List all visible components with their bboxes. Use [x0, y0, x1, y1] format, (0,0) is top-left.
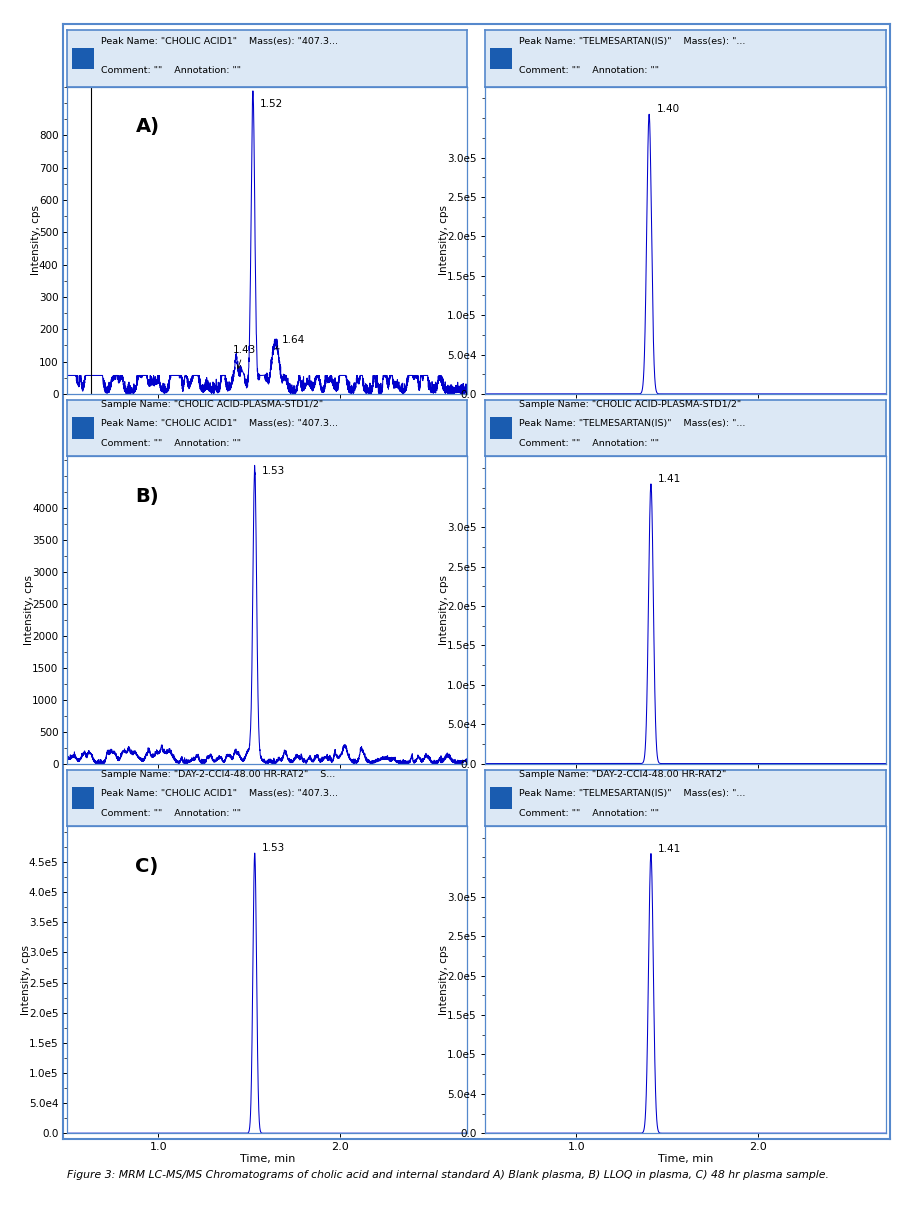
Y-axis label: Intensity, cps: Intensity, cps — [439, 574, 449, 645]
Y-axis label: Intensity, cps: Intensity, cps — [439, 205, 449, 275]
Text: A): A) — [136, 118, 159, 137]
Y-axis label: Intensity, cps: Intensity, cps — [439, 944, 449, 1014]
X-axis label: Time, min: Time, min — [658, 415, 713, 424]
Y-axis label: Intensity, cps: Intensity, cps — [24, 574, 34, 645]
Text: 1.41: 1.41 — [658, 844, 681, 853]
Text: Figure 3: MRM LC-MS/MS Chromatograms of cholic acid and internal standard A) Bla: Figure 3: MRM LC-MS/MS Chromatograms of … — [67, 1170, 830, 1179]
Text: 1.41: 1.41 — [658, 474, 681, 484]
Text: Comment: ""    Annotation: "": Comment: "" Annotation: "" — [520, 439, 660, 448]
Text: Peak Name: "CHOLIC ACID1"    Mass(es): "407.3...: Peak Name: "CHOLIC ACID1" Mass(es): "407… — [102, 419, 338, 428]
Bar — [72, 417, 94, 439]
X-axis label: Time, min: Time, min — [240, 784, 295, 794]
Text: Comment: ""    Annotation: "": Comment: "" Annotation: "" — [102, 439, 242, 448]
Text: Sample Name: "CHOLIC ACID-PLASMA-STD1/2": Sample Name: "CHOLIC ACID-PLASMA-STD1/2" — [102, 400, 324, 408]
Text: 1.64: 1.64 — [276, 335, 306, 349]
Bar — [72, 787, 94, 808]
Text: Peak Name: "CHOLIC ACID1"    Mass(es): "407.3...: Peak Name: "CHOLIC ACID1" Mass(es): "407… — [102, 789, 338, 797]
Text: Peak Name: "TELMESARTAN(IS)"    Mass(es): "...: Peak Name: "TELMESARTAN(IS)" Mass(es): "… — [520, 789, 746, 797]
Y-axis label: Intensity, cps: Intensity, cps — [21, 944, 31, 1014]
Text: Comment: ""    Annotation: "": Comment: "" Annotation: "" — [520, 67, 660, 75]
Bar — [490, 417, 512, 439]
Bar — [72, 47, 94, 69]
Text: Peak Name: "TELMESARTAN(IS)"    Mass(es): "...: Peak Name: "TELMESARTAN(IS)" Mass(es): "… — [520, 38, 746, 46]
Text: Peak Name: "TELMESARTAN(IS)"    Mass(es): "...: Peak Name: "TELMESARTAN(IS)" Mass(es): "… — [520, 419, 746, 428]
Text: Comment: ""    Annotation: "": Comment: "" Annotation: "" — [102, 67, 242, 75]
Y-axis label: Intensity, cps: Intensity, cps — [31, 205, 41, 275]
Text: Comment: ""    Annotation: "": Comment: "" Annotation: "" — [102, 808, 242, 818]
Text: Sample Name: "DAY-2-CCl4-48.00 HR-RAT2"    S...: Sample Name: "DAY-2-CCl4-48.00 HR-RAT2" … — [102, 770, 335, 778]
Text: Sample Name: "DAY-2-CCl4-48.00 HR-RAT2": Sample Name: "DAY-2-CCl4-48.00 HR-RAT2" — [520, 770, 726, 778]
Text: 1.53: 1.53 — [262, 465, 285, 475]
X-axis label: Time, min: Time, min — [240, 415, 295, 424]
Text: Peak Name: "CHOLIC ACID1"    Mass(es): "407.3...: Peak Name: "CHOLIC ACID1" Mass(es): "407… — [102, 38, 338, 46]
X-axis label: Time, min: Time, min — [240, 1154, 295, 1164]
Text: 1.52: 1.52 — [260, 99, 283, 109]
Text: 1.53: 1.53 — [262, 844, 285, 853]
Text: B): B) — [136, 487, 159, 507]
Text: C): C) — [136, 857, 159, 876]
Bar — [490, 47, 512, 69]
Text: Comment: ""    Annotation: "": Comment: "" Annotation: "" — [520, 808, 660, 818]
Text: 1.40: 1.40 — [656, 104, 680, 114]
X-axis label: Time, min: Time, min — [658, 1154, 713, 1164]
Bar — [490, 787, 512, 808]
Text: Sample Name: "CHOLIC ACID-PLASMA-STD1/2": Sample Name: "CHOLIC ACID-PLASMA-STD1/2" — [520, 400, 742, 408]
X-axis label: Time, min: Time, min — [658, 784, 713, 794]
Text: 1.43: 1.43 — [233, 344, 256, 368]
